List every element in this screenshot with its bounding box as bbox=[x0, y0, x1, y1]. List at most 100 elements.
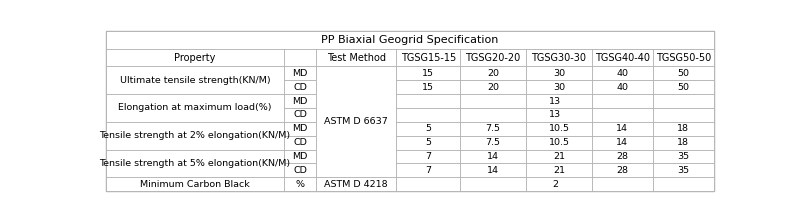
Bar bbox=[397, 177, 460, 191]
Text: 50: 50 bbox=[678, 69, 690, 78]
Bar bbox=[460, 66, 526, 80]
Text: CD: CD bbox=[293, 138, 307, 147]
Bar bbox=[460, 122, 526, 136]
Bar bbox=[106, 50, 284, 66]
Bar bbox=[653, 163, 714, 177]
Bar bbox=[284, 150, 316, 163]
Text: 15: 15 bbox=[422, 83, 434, 92]
Bar bbox=[284, 122, 316, 136]
Text: 18: 18 bbox=[678, 138, 690, 147]
Bar bbox=[592, 50, 653, 66]
Bar bbox=[397, 50, 460, 66]
Bar bbox=[284, 163, 316, 177]
Text: 28: 28 bbox=[617, 152, 629, 161]
Text: TGSG30-30: TGSG30-30 bbox=[531, 53, 586, 63]
Bar bbox=[653, 50, 714, 66]
Text: 28: 28 bbox=[617, 166, 629, 175]
Bar bbox=[526, 163, 592, 177]
Bar bbox=[397, 150, 460, 163]
Bar bbox=[592, 108, 653, 122]
Text: 2: 2 bbox=[552, 180, 558, 189]
Text: 10.5: 10.5 bbox=[549, 138, 570, 147]
Bar bbox=[460, 136, 526, 150]
Bar bbox=[653, 122, 714, 136]
Text: ASTM D 4218: ASTM D 4218 bbox=[325, 180, 388, 189]
Bar bbox=[106, 122, 284, 150]
Bar bbox=[653, 177, 714, 191]
Text: CD: CD bbox=[293, 110, 307, 119]
Bar bbox=[592, 122, 653, 136]
Text: 10.5: 10.5 bbox=[549, 124, 570, 133]
Text: 14: 14 bbox=[487, 152, 499, 161]
Text: 50: 50 bbox=[678, 83, 690, 92]
Bar bbox=[526, 136, 592, 150]
Text: 13: 13 bbox=[549, 97, 561, 106]
Text: 40: 40 bbox=[617, 69, 629, 78]
Bar bbox=[106, 66, 284, 94]
Text: CD: CD bbox=[293, 166, 307, 175]
Bar bbox=[397, 66, 460, 80]
Bar bbox=[526, 80, 592, 94]
Bar bbox=[284, 177, 316, 191]
Text: 15: 15 bbox=[422, 69, 434, 78]
Bar bbox=[460, 50, 526, 66]
Text: Test Method: Test Method bbox=[326, 53, 386, 63]
Bar bbox=[592, 66, 653, 80]
Bar bbox=[460, 150, 526, 163]
Bar bbox=[526, 122, 592, 136]
Bar bbox=[592, 177, 653, 191]
Bar bbox=[397, 94, 460, 108]
Bar bbox=[653, 136, 714, 150]
Text: TGSG15-15: TGSG15-15 bbox=[401, 53, 456, 63]
Text: MD: MD bbox=[292, 152, 308, 161]
Bar bbox=[592, 94, 653, 108]
Bar bbox=[284, 66, 316, 80]
Text: Ultimate tensile strength(KN/M): Ultimate tensile strength(KN/M) bbox=[120, 76, 270, 85]
Bar bbox=[284, 94, 316, 108]
Bar bbox=[397, 163, 460, 177]
Bar bbox=[460, 94, 526, 108]
Text: 14: 14 bbox=[617, 138, 629, 147]
Bar bbox=[316, 66, 397, 177]
Bar bbox=[284, 136, 316, 150]
Bar bbox=[284, 80, 316, 94]
Text: 30: 30 bbox=[553, 69, 565, 78]
Text: 5: 5 bbox=[425, 124, 431, 133]
Bar bbox=[397, 136, 460, 150]
Bar bbox=[316, 177, 397, 191]
Text: 35: 35 bbox=[678, 166, 690, 175]
Text: Elongation at maximum load(%): Elongation at maximum load(%) bbox=[118, 103, 272, 112]
Bar bbox=[397, 108, 460, 122]
Text: Property: Property bbox=[174, 53, 216, 63]
Text: ASTM D 6637: ASTM D 6637 bbox=[324, 117, 388, 126]
Text: 13: 13 bbox=[549, 110, 561, 119]
Bar bbox=[526, 177, 592, 191]
Text: CD: CD bbox=[293, 83, 307, 92]
Text: TGSG50-50: TGSG50-50 bbox=[656, 53, 711, 63]
Text: Tensile strength at 5% elongation(KN/M): Tensile strength at 5% elongation(KN/M) bbox=[99, 159, 290, 168]
Bar bbox=[397, 80, 460, 94]
Bar bbox=[592, 163, 653, 177]
Text: 7.5: 7.5 bbox=[486, 138, 501, 147]
Text: 14: 14 bbox=[487, 166, 499, 175]
Bar bbox=[106, 150, 284, 177]
Bar bbox=[460, 177, 526, 191]
Text: Minimum Carbon Black: Minimum Carbon Black bbox=[140, 180, 250, 189]
Bar bbox=[106, 177, 284, 191]
Bar bbox=[526, 94, 592, 108]
Bar bbox=[106, 94, 284, 122]
Text: PP Biaxial Geogrid Specification: PP Biaxial Geogrid Specification bbox=[322, 35, 498, 45]
Text: 7.5: 7.5 bbox=[486, 124, 501, 133]
Bar bbox=[526, 50, 592, 66]
Text: 20: 20 bbox=[487, 69, 499, 78]
Text: Tensile strength at 2% elongation(KN/M): Tensile strength at 2% elongation(KN/M) bbox=[99, 131, 290, 140]
Text: 40: 40 bbox=[617, 83, 629, 92]
Bar bbox=[526, 150, 592, 163]
Bar bbox=[106, 31, 714, 50]
Text: 21: 21 bbox=[553, 166, 565, 175]
Bar bbox=[653, 150, 714, 163]
Text: 35: 35 bbox=[678, 152, 690, 161]
Text: MD: MD bbox=[292, 69, 308, 78]
Bar bbox=[653, 80, 714, 94]
Bar bbox=[592, 80, 653, 94]
